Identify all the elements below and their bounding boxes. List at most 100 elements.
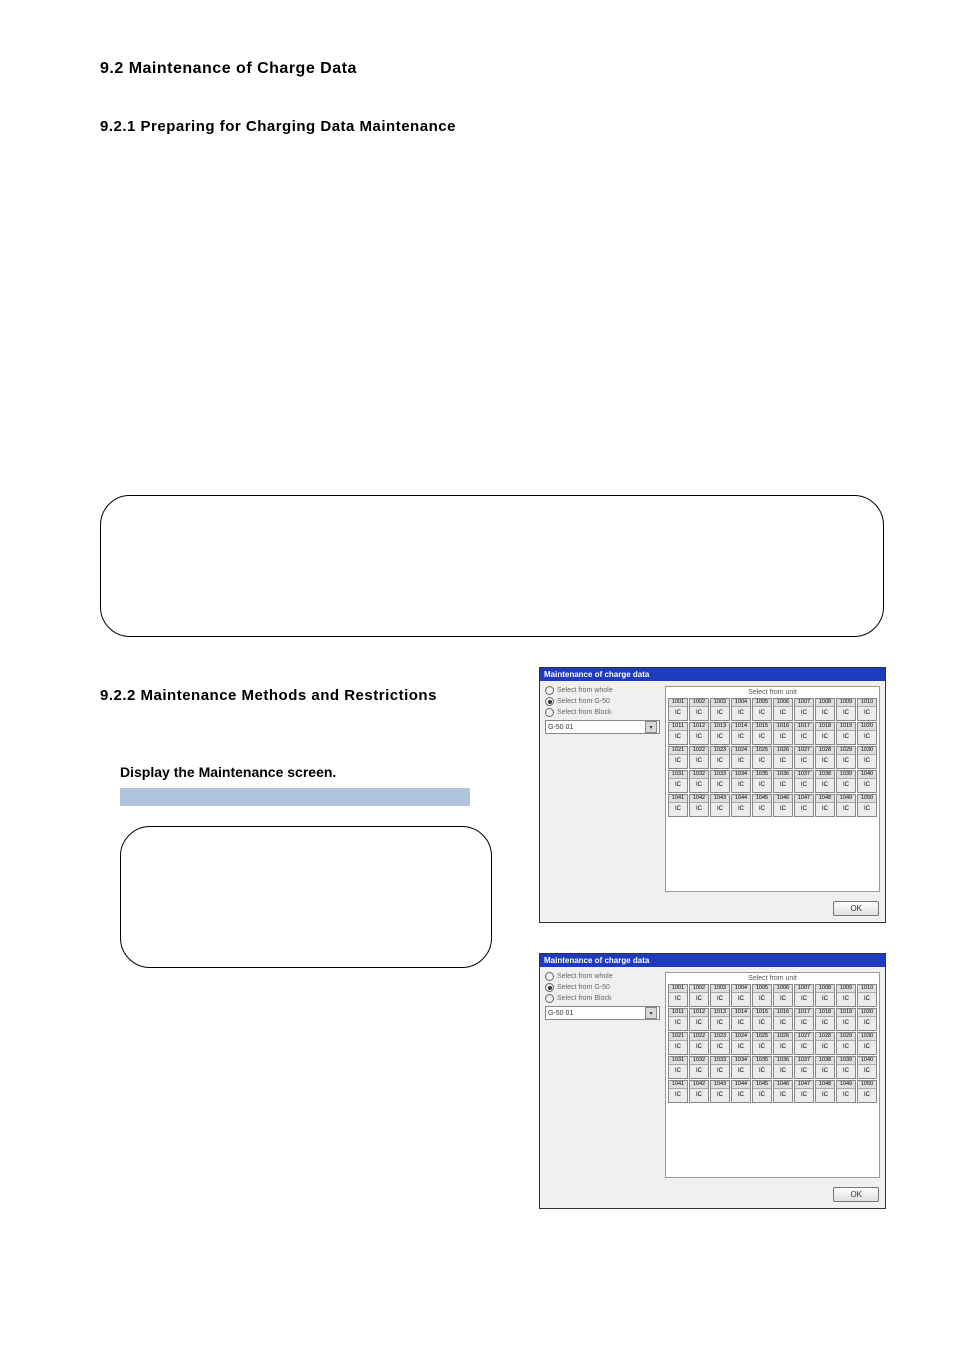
unit-cell[interactable]: 1036IC bbox=[773, 1056, 793, 1079]
unit-cell[interactable]: 1043IC bbox=[710, 794, 730, 817]
unit-cell[interactable]: 1036IC bbox=[773, 770, 793, 793]
unit-cell[interactable]: 1043IC bbox=[710, 1080, 730, 1103]
unit-cell[interactable]: 1002IC bbox=[689, 984, 709, 1007]
unit-cell[interactable]: 1016IC bbox=[773, 1008, 793, 1031]
unit-cell[interactable]: 1007IC bbox=[794, 698, 814, 721]
combo-box[interactable]: G-50 01 ▾ bbox=[545, 1006, 660, 1020]
unit-cell[interactable]: 1013IC bbox=[710, 722, 730, 745]
unit-cell[interactable]: 1039IC bbox=[836, 770, 856, 793]
unit-cell[interactable]: 1030IC bbox=[857, 746, 877, 769]
unit-cell[interactable]: 1035IC bbox=[752, 1056, 772, 1079]
radio-option[interactable]: Select from G-50 bbox=[545, 983, 660, 992]
ok-button[interactable]: OK bbox=[833, 1187, 879, 1202]
unit-cell[interactable]: 1014IC bbox=[731, 722, 751, 745]
unit-cell[interactable]: 1017IC bbox=[794, 722, 814, 745]
unit-cell[interactable]: 1041IC bbox=[668, 794, 688, 817]
unit-cell[interactable]: 1046IC bbox=[773, 1080, 793, 1103]
unit-cell[interactable]: 1005IC bbox=[752, 698, 772, 721]
unit-cell[interactable]: 1017IC bbox=[794, 1008, 814, 1031]
unit-cell[interactable]: 1047IC bbox=[794, 794, 814, 817]
unit-cell[interactable]: 1025IC bbox=[752, 1032, 772, 1055]
unit-cell[interactable]: 1008IC bbox=[815, 984, 835, 1007]
unit-cell[interactable]: 1032IC bbox=[689, 1056, 709, 1079]
unit-cell[interactable]: 1026IC bbox=[773, 746, 793, 769]
combo-box[interactable]: G-50 01 ▾ bbox=[545, 720, 660, 734]
unit-cell[interactable]: 1007IC bbox=[794, 984, 814, 1007]
unit-cell[interactable]: 1008IC bbox=[815, 698, 835, 721]
unit-cell[interactable]: 1031IC bbox=[668, 1056, 688, 1079]
unit-cell[interactable]: 1011IC bbox=[668, 722, 688, 745]
unit-cell[interactable]: 1010IC bbox=[857, 984, 877, 1007]
unit-cell[interactable]: 1015IC bbox=[752, 722, 772, 745]
unit-cell[interactable]: 1046IC bbox=[773, 794, 793, 817]
radio-option[interactable]: Select from whole bbox=[545, 686, 660, 695]
chevron-down-icon[interactable]: ▾ bbox=[645, 1007, 657, 1019]
unit-cell[interactable]: 1038IC bbox=[815, 1056, 835, 1079]
unit-cell[interactable]: 1021IC bbox=[668, 1032, 688, 1055]
unit-cell[interactable]: 1003IC bbox=[710, 698, 730, 721]
unit-cell[interactable]: 1009IC bbox=[836, 984, 856, 1007]
unit-cell[interactable]: 1045IC bbox=[752, 1080, 772, 1103]
unit-cell[interactable]: 1019IC bbox=[836, 1008, 856, 1031]
unit-cell[interactable]: 1034IC bbox=[731, 1056, 751, 1079]
unit-cell[interactable]: 1027IC bbox=[794, 746, 814, 769]
unit-cell[interactable]: 1042IC bbox=[689, 794, 709, 817]
unit-cell[interactable]: 1040IC bbox=[857, 1056, 877, 1079]
unit-cell[interactable]: 1024IC bbox=[731, 1032, 751, 1055]
radio-option[interactable]: Select from G-50 bbox=[545, 697, 660, 706]
unit-cell[interactable]: 1006IC bbox=[773, 698, 793, 721]
unit-cell[interactable]: 1006IC bbox=[773, 984, 793, 1007]
unit-cell[interactable]: 1037IC bbox=[794, 1056, 814, 1079]
unit-cell[interactable]: 1025IC bbox=[752, 746, 772, 769]
unit-cell[interactable]: 1014IC bbox=[731, 1008, 751, 1031]
unit-cell[interactable]: 1020IC bbox=[857, 722, 877, 745]
unit-cell[interactable]: 1034IC bbox=[731, 770, 751, 793]
radio-option[interactable]: Select from Block bbox=[545, 708, 660, 717]
unit-cell[interactable]: 1020IC bbox=[857, 1008, 877, 1031]
unit-cell[interactable]: 1001IC bbox=[668, 698, 688, 721]
unit-cell[interactable]: 1005IC bbox=[752, 984, 772, 1007]
unit-cell[interactable]: 1033IC bbox=[710, 1056, 730, 1079]
unit-cell[interactable]: 1018IC bbox=[815, 722, 835, 745]
unit-cell[interactable]: 1033IC bbox=[710, 770, 730, 793]
unit-cell[interactable]: 1028IC bbox=[815, 1032, 835, 1055]
unit-cell[interactable]: 1031IC bbox=[668, 770, 688, 793]
unit-cell[interactable]: 1024IC bbox=[731, 746, 751, 769]
radio-option[interactable]: Select from Block bbox=[545, 994, 660, 1003]
unit-cell[interactable]: 1049IC bbox=[836, 1080, 856, 1103]
unit-cell[interactable]: 1035IC bbox=[752, 770, 772, 793]
radio-option[interactable]: Select from whole bbox=[545, 972, 660, 981]
unit-cell[interactable]: 1027IC bbox=[794, 1032, 814, 1055]
unit-cell[interactable]: 1004IC bbox=[731, 984, 751, 1007]
unit-cell[interactable]: 1042IC bbox=[689, 1080, 709, 1103]
unit-cell[interactable]: 1039IC bbox=[836, 1056, 856, 1079]
unit-cell[interactable]: 1010IC bbox=[857, 698, 877, 721]
unit-cell[interactable]: 1029IC bbox=[836, 1032, 856, 1055]
unit-cell[interactable]: 1016IC bbox=[773, 722, 793, 745]
unit-cell[interactable]: 1049IC bbox=[836, 794, 856, 817]
unit-cell[interactable]: 1044IC bbox=[731, 794, 751, 817]
unit-cell[interactable]: 1011IC bbox=[668, 1008, 688, 1031]
unit-cell[interactable]: 1037IC bbox=[794, 770, 814, 793]
unit-cell[interactable]: 1022IC bbox=[689, 1032, 709, 1055]
chevron-down-icon[interactable]: ▾ bbox=[645, 721, 657, 733]
unit-cell[interactable]: 1026IC bbox=[773, 1032, 793, 1055]
unit-cell[interactable]: 1048IC bbox=[815, 1080, 835, 1103]
unit-cell[interactable]: 1021IC bbox=[668, 746, 688, 769]
unit-cell[interactable]: 1003IC bbox=[710, 984, 730, 1007]
unit-cell[interactable]: 1044IC bbox=[731, 1080, 751, 1103]
unit-cell[interactable]: 1040IC bbox=[857, 770, 877, 793]
unit-cell[interactable]: 1013IC bbox=[710, 1008, 730, 1031]
unit-cell[interactable]: 1001IC bbox=[668, 984, 688, 1007]
unit-cell[interactable]: 1019IC bbox=[836, 722, 856, 745]
unit-cell[interactable]: 1022IC bbox=[689, 746, 709, 769]
unit-cell[interactable]: 1047IC bbox=[794, 1080, 814, 1103]
unit-cell[interactable]: 1023IC bbox=[710, 746, 730, 769]
unit-cell[interactable]: 1009IC bbox=[836, 698, 856, 721]
unit-cell[interactable]: 1002IC bbox=[689, 698, 709, 721]
unit-cell[interactable]: 1050IC bbox=[857, 1080, 877, 1103]
unit-cell[interactable]: 1038IC bbox=[815, 770, 835, 793]
unit-cell[interactable]: 1032IC bbox=[689, 770, 709, 793]
unit-cell[interactable]: 1045IC bbox=[752, 794, 772, 817]
unit-cell[interactable]: 1012IC bbox=[689, 1008, 709, 1031]
